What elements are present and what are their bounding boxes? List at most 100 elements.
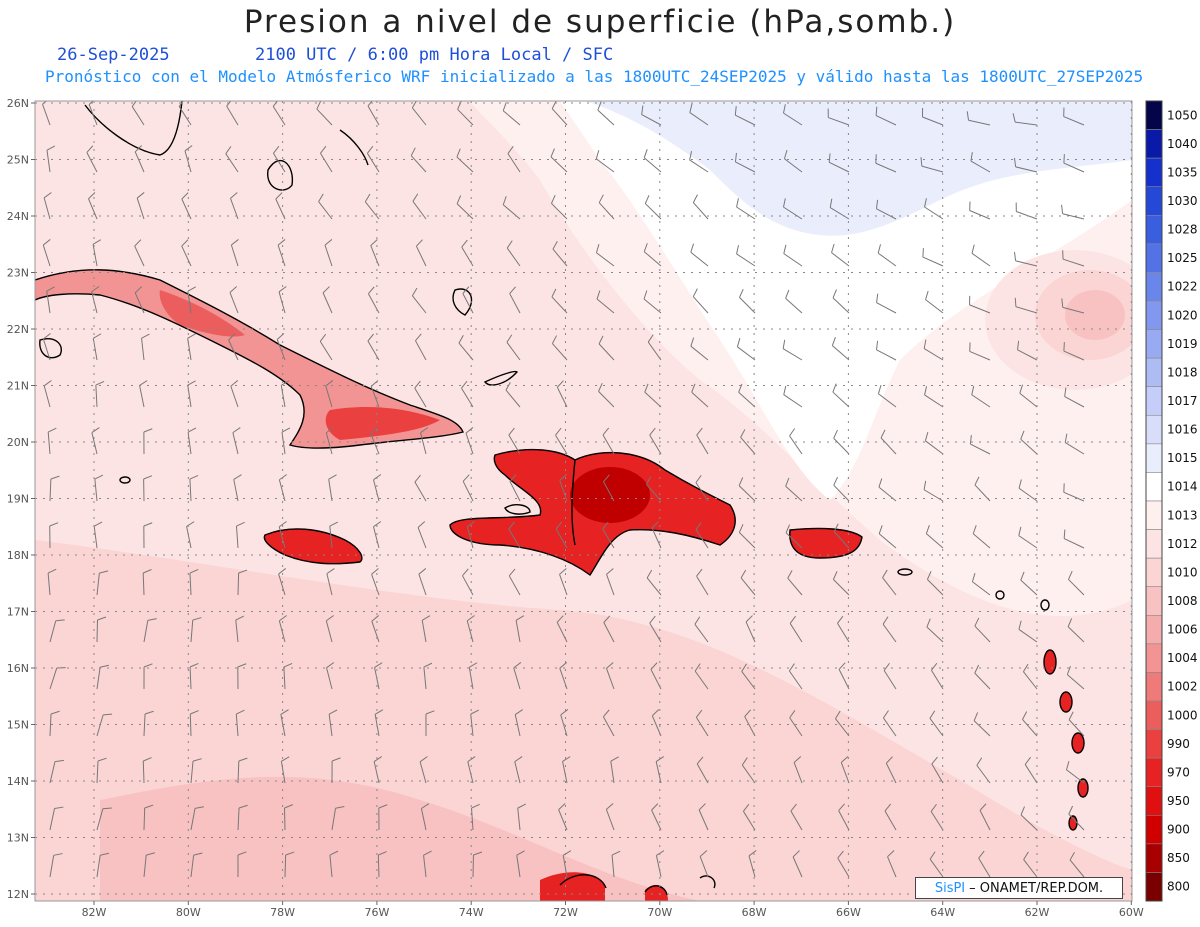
wind-barb	[47, 427, 57, 455]
colorbar-label: 1010	[1167, 565, 1198, 579]
wind-barb	[790, 803, 803, 831]
wind-barb	[782, 104, 803, 126]
wind-barb	[736, 198, 756, 220]
wind-barb	[782, 339, 803, 361]
colorbar-label: 1035	[1167, 165, 1198, 179]
wind-barb	[423, 850, 432, 878]
wind-barb	[924, 386, 944, 408]
wind-barb	[456, 195, 474, 220]
wind-barb	[978, 850, 991, 878]
wind-barb	[467, 756, 476, 784]
wind-barb	[603, 474, 615, 502]
wind-barb	[1018, 479, 1038, 502]
wind-barb	[189, 568, 199, 596]
wind-barb	[278, 286, 287, 314]
wind-barb	[472, 851, 483, 878]
wind-barb	[736, 338, 756, 361]
colorbar-label: 850	[1167, 851, 1190, 865]
colorbar-label: 1019	[1167, 337, 1198, 351]
wind-barb	[278, 615, 287, 643]
field-1008	[100, 776, 700, 901]
wind-barb	[605, 803, 615, 831]
wind-barb	[281, 427, 291, 455]
wind-barb	[925, 525, 944, 549]
coast-isla-juventud	[39, 338, 62, 359]
map-title: Presion a nivel de superficie (hPa,somb.…	[243, 4, 957, 40]
wind-barb	[835, 710, 850, 737]
wind-barb	[559, 568, 568, 596]
land-cuba-fill	[35, 269, 463, 449]
wind-barb	[423, 662, 433, 690]
wind-barb	[42, 333, 51, 361]
wind-barb	[971, 385, 991, 408]
wind-barb	[502, 102, 521, 126]
colorbar-swatch	[1145, 386, 1163, 416]
wind-barb	[237, 851, 247, 878]
wind-barb	[595, 243, 615, 267]
wind-barb	[877, 384, 897, 408]
wind-barb	[742, 803, 756, 831]
wind-barb	[787, 570, 803, 596]
wind-barb	[187, 380, 196, 408]
wind-barb	[143, 475, 153, 502]
wind-barb	[740, 569, 756, 596]
colorbar: 1050 1040 1035 1030 1028 1025 1022 1020 1019 1018…	[1145, 100, 1198, 902]
colorbar-label: 800	[1167, 880, 1190, 894]
wind-barb	[378, 804, 388, 831]
wind-barb	[141, 333, 150, 361]
colorbar-label: 1020	[1167, 308, 1198, 322]
field-1014	[560, 101, 1132, 500]
wind-barb	[831, 336, 850, 361]
wind-barb	[929, 710, 944, 737]
axis-ticks: 82W 80W 78W 76W 74W 72W 70W 68W 66W 64W 62W 60W 26N 2…	[7, 97, 1144, 919]
colorbar-swatch	[1145, 129, 1163, 159]
wind-barb	[698, 803, 709, 831]
wind-barb	[331, 757, 341, 784]
colorbar-label: 1017	[1167, 394, 1198, 408]
coast-hispaniola	[449, 448, 736, 577]
wind-barb	[371, 615, 380, 643]
colorbar-swatch	[1145, 186, 1163, 216]
wind-barb	[235, 615, 245, 643]
wind-barb	[329, 850, 339, 878]
colorbar-label: 970	[1167, 765, 1190, 779]
wind-barb	[602, 709, 615, 737]
coast-dominica	[1059, 691, 1073, 713]
colorbar-label: 1025	[1167, 251, 1198, 265]
wind-barb	[837, 850, 850, 878]
wind-barb	[695, 522, 709, 549]
wind-barb	[555, 521, 568, 549]
wind-barb	[552, 241, 568, 267]
wind-barb	[1069, 851, 1085, 878]
coast-martinique	[1071, 732, 1085, 754]
wind-barb	[462, 568, 474, 596]
land-stlucia-fill	[1078, 779, 1088, 797]
wind-barb	[926, 571, 944, 596]
wind-barb	[1063, 483, 1085, 502]
wind-barb	[692, 288, 709, 314]
colorbar-label: 1012	[1167, 537, 1198, 551]
wind-barb	[882, 616, 897, 643]
wind-barb	[91, 427, 100, 455]
wind-barb	[49, 710, 60, 737]
wind-barb	[969, 295, 991, 314]
wind-barb	[49, 475, 60, 502]
wind-barb	[226, 101, 239, 126]
wind-barb	[461, 380, 474, 408]
wind-barb	[136, 192, 145, 220]
colorbar-swatch	[1145, 214, 1163, 245]
wind-barb	[508, 568, 521, 596]
coast-gonave	[504, 504, 531, 515]
wind-barb	[96, 807, 112, 831]
wind-barb	[694, 616, 709, 643]
wind-barb	[284, 851, 295, 878]
colorbar-swatch	[1145, 872, 1163, 902]
colorbar-label: 1006	[1167, 623, 1198, 637]
colorbar-swatch	[1145, 157, 1163, 188]
wind-barb	[644, 383, 662, 408]
wind-barb	[278, 568, 287, 596]
wind-barb	[462, 474, 474, 502]
wind-barb	[745, 615, 756, 643]
lat-label: 13N	[7, 832, 29, 845]
colorbar-label: 1015	[1167, 451, 1198, 465]
